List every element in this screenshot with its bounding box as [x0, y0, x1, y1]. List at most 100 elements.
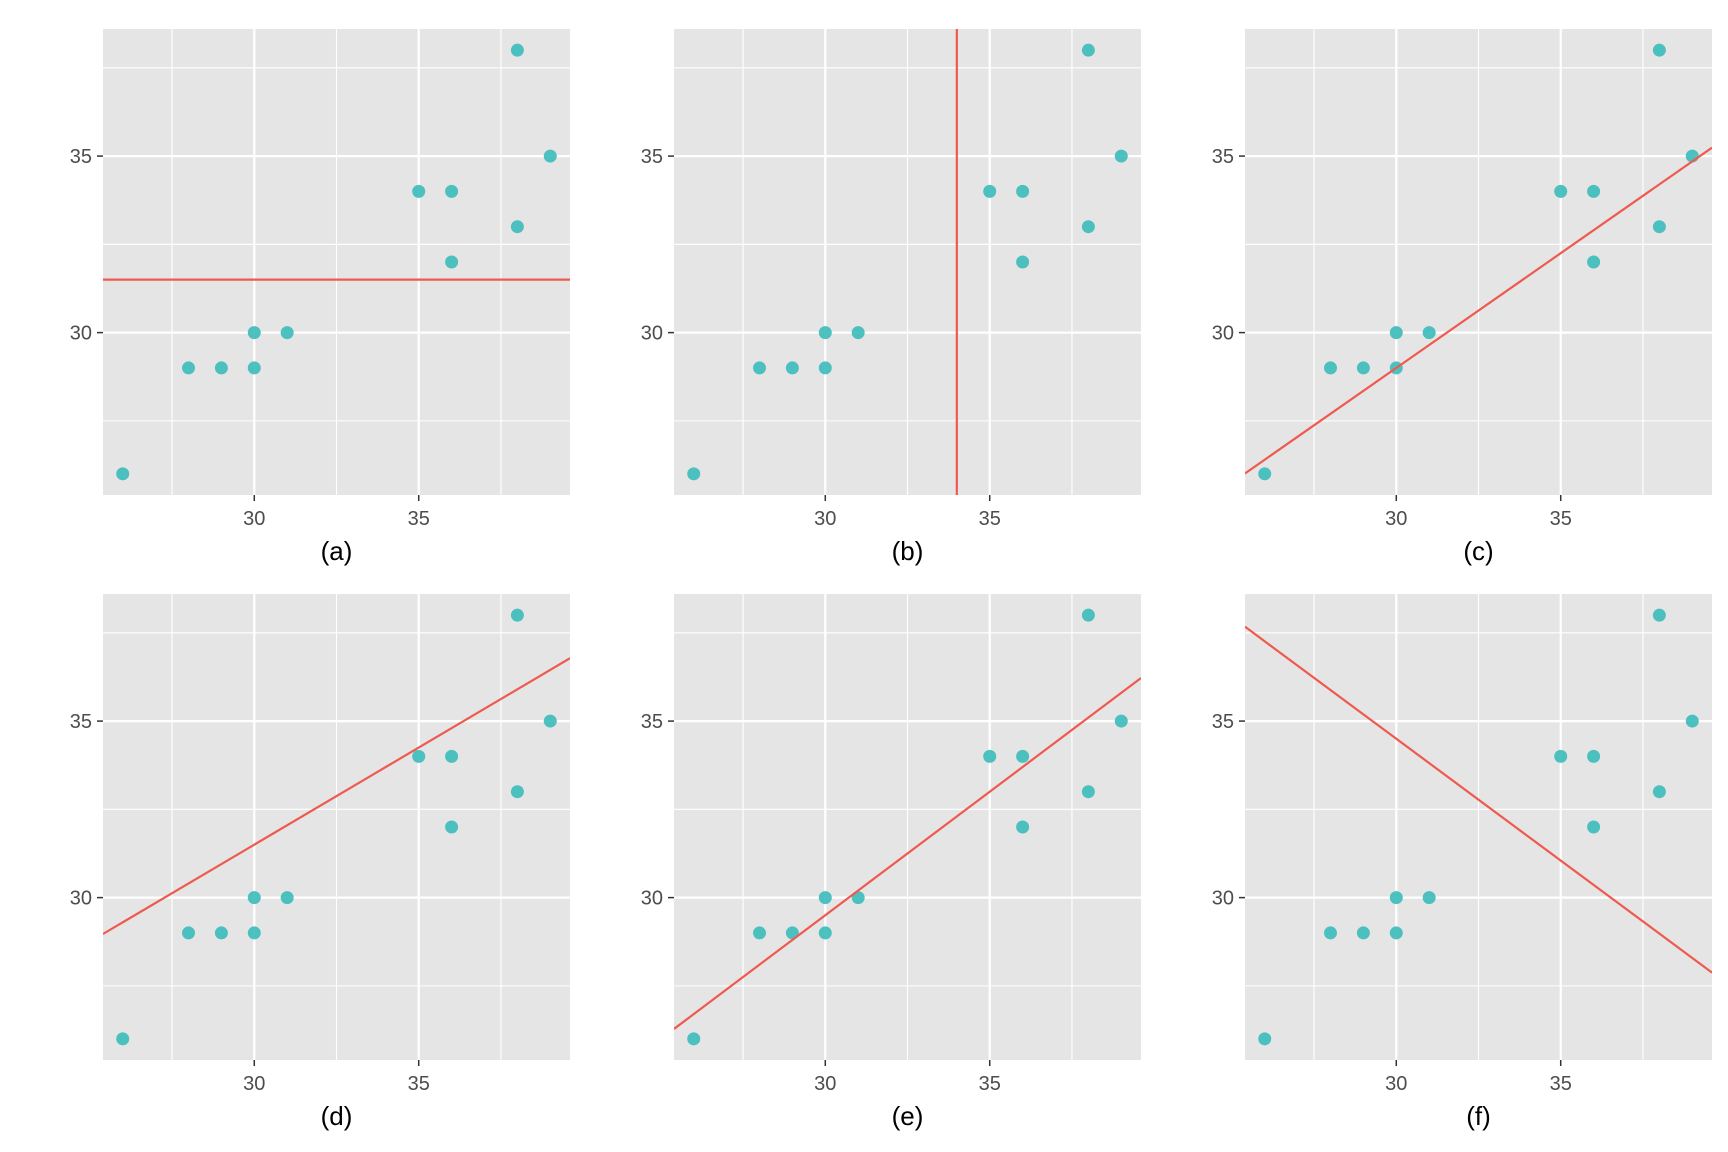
- data-point: [445, 255, 459, 269]
- data-point: [1324, 926, 1338, 940]
- data-point: [983, 749, 997, 763]
- chart-panel-1: 30 35 30 35 (a): [70, 29, 570, 566]
- fit-line: [1245, 146, 1712, 475]
- x-tick-label: 30: [1385, 1073, 1407, 1095]
- data-point: [1258, 467, 1272, 481]
- chart-panel-6: 30 35 30 35 (f): [1212, 594, 1712, 1131]
- data-point: [687, 467, 701, 481]
- panel-caption: (e): [892, 1101, 924, 1131]
- data-point: [1587, 820, 1601, 834]
- data-point: [280, 326, 294, 340]
- data-point: [445, 749, 459, 763]
- data-point: [1016, 255, 1030, 269]
- y-tick-label: 35: [1212, 711, 1234, 733]
- data-point: [1554, 184, 1568, 198]
- x-tick-label: 30: [243, 1073, 265, 1095]
- data-point: [1081, 43, 1095, 57]
- data-point: [445, 820, 459, 834]
- data-point: [1587, 255, 1601, 269]
- x-tick-label: 30: [814, 1073, 836, 1095]
- data-point: [1652, 43, 1666, 57]
- fit-line: [1245, 625, 1712, 974]
- data-point: [182, 926, 196, 940]
- y-tick-label: 30: [641, 888, 663, 910]
- data-point: [1389, 926, 1403, 940]
- data-point: [1652, 608, 1666, 622]
- data-point: [1652, 785, 1666, 799]
- data-point: [1422, 326, 1436, 340]
- data-point: [214, 926, 228, 940]
- data-point: [1081, 785, 1095, 799]
- data-point: [1114, 714, 1128, 728]
- data-point: [247, 891, 261, 905]
- data-point: [1016, 184, 1030, 198]
- panel-caption: (a): [321, 536, 353, 566]
- data-point: [247, 361, 261, 375]
- x-tick-label: 30: [814, 508, 836, 530]
- data-point: [412, 184, 426, 198]
- panel-caption: (d): [321, 1101, 353, 1131]
- data-point: [818, 326, 832, 340]
- y-tick-label: 35: [70, 711, 92, 733]
- chart-panel-4: 30 35 30 35 (d): [70, 594, 570, 1131]
- data-point: [983, 184, 997, 198]
- data-point: [753, 361, 767, 375]
- data-point: [182, 361, 196, 375]
- panel-caption: (f): [1466, 1101, 1491, 1131]
- y-tick-label: 35: [641, 711, 663, 733]
- data-point: [687, 1032, 701, 1046]
- panel-caption: (c): [1463, 536, 1493, 566]
- x-tick-label: 35: [979, 508, 1001, 530]
- y-tick-label: 35: [641, 146, 663, 168]
- data-point: [1389, 891, 1403, 905]
- x-tick-label: 35: [408, 1073, 430, 1095]
- y-tick-label: 30: [1212, 323, 1234, 345]
- panel-caption: (b): [892, 536, 924, 566]
- data-point: [1081, 608, 1095, 622]
- data-point: [1081, 220, 1095, 234]
- data-point: [543, 149, 557, 163]
- data-point: [818, 926, 832, 940]
- data-point: [1389, 326, 1403, 340]
- data-point: [510, 608, 524, 622]
- data-point: [851, 326, 865, 340]
- data-point: [1356, 926, 1370, 940]
- data-point: [1554, 749, 1568, 763]
- fit-line: [103, 657, 570, 935]
- data-point: [1324, 361, 1338, 375]
- y-tick-label: 30: [70, 323, 92, 345]
- data-point: [214, 361, 228, 375]
- data-point: [1258, 1032, 1272, 1046]
- data-point: [785, 361, 799, 375]
- data-point: [1587, 184, 1601, 198]
- y-tick-label: 35: [70, 146, 92, 168]
- data-point: [543, 714, 557, 728]
- data-point: [818, 361, 832, 375]
- x-tick-label: 35: [408, 508, 430, 530]
- chart-panel-3: 30 35 30 35 (c): [1212, 29, 1712, 566]
- data-point: [1587, 749, 1601, 763]
- data-point: [1685, 714, 1699, 728]
- data-point: [1114, 149, 1128, 163]
- x-tick-label: 35: [1550, 1073, 1572, 1095]
- x-tick-label: 30: [1385, 508, 1407, 530]
- data-point: [116, 1032, 130, 1046]
- data-point: [412, 749, 426, 763]
- data-point: [247, 926, 261, 940]
- y-tick-label: 30: [70, 888, 92, 910]
- data-point: [510, 220, 524, 234]
- data-point: [510, 43, 524, 57]
- y-tick-label: 30: [641, 323, 663, 345]
- y-tick-label: 30: [1212, 888, 1234, 910]
- chart-panel-5: 30 35 30 35 (e): [641, 594, 1141, 1131]
- data-point: [1652, 220, 1666, 234]
- x-tick-label: 30: [243, 508, 265, 530]
- data-point: [1016, 820, 1030, 834]
- data-point: [1016, 749, 1030, 763]
- data-point: [247, 326, 261, 340]
- data-point: [510, 785, 524, 799]
- data-point: [445, 184, 459, 198]
- data-point: [116, 467, 130, 481]
- fit-line: [674, 677, 1141, 1030]
